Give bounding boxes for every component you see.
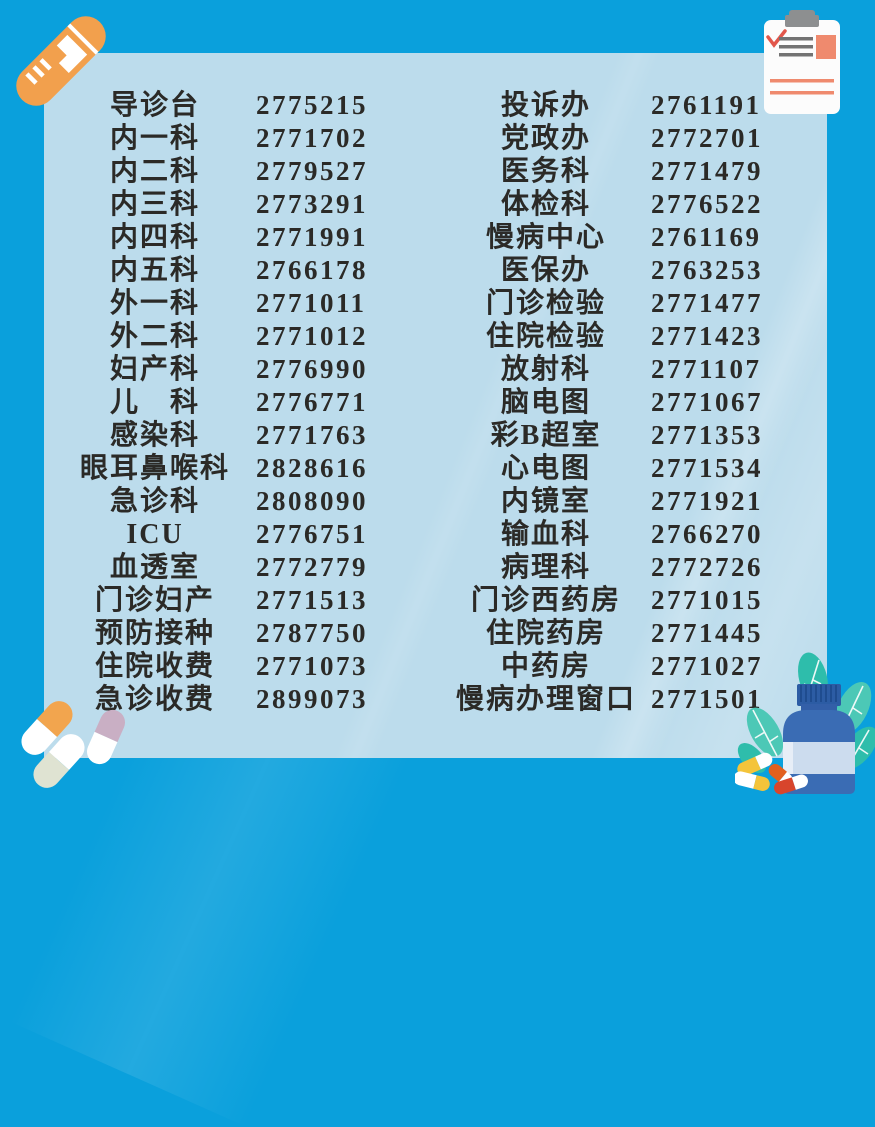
phone-number-left: 2779527 xyxy=(256,156,368,186)
column-gap xyxy=(406,122,441,155)
department-name-right: 医务科 xyxy=(500,156,591,187)
phone-number-right: 2771477 xyxy=(651,288,763,318)
department-name-left: 内一科 xyxy=(109,123,200,154)
department-name-right: 门诊检验 xyxy=(485,288,606,319)
department-name-left: 急诊收费 xyxy=(94,684,215,715)
phone-number-right: 2771479 xyxy=(651,156,763,186)
department-name-left: 预防接种 xyxy=(94,618,215,649)
phone-number-right: 2761169 xyxy=(651,222,762,252)
department-name-left: 内四科 xyxy=(109,222,200,253)
department-name-right: 心电图 xyxy=(500,453,591,484)
department-name-left: 妇产科 xyxy=(109,354,200,385)
department-name-left: 感染科 xyxy=(109,420,200,451)
department-name-right: 医保办 xyxy=(500,255,591,286)
phone-number-left: 2776751 xyxy=(256,519,368,549)
phone-number-left: 2766178 xyxy=(256,255,368,285)
phone-number-left: 2771073 xyxy=(256,651,368,681)
department-name-left: 眼耳鼻喉科 xyxy=(79,453,230,484)
column-gap xyxy=(406,518,441,551)
phone-number-right: 2771501 xyxy=(651,684,763,714)
department-name-left: 内三科 xyxy=(109,189,200,220)
column-gap xyxy=(406,287,441,320)
department-name-left: 急诊科 xyxy=(109,486,200,517)
phone-number-left: 2771702 xyxy=(256,123,368,153)
department-name-right: 住院检验 xyxy=(485,321,606,352)
phone-number-right: 2772701 xyxy=(651,123,763,153)
department-name-right: 投诉办 xyxy=(500,90,591,121)
column-gap xyxy=(406,617,441,650)
column-gap xyxy=(406,452,441,485)
department-name-right: 脑电图 xyxy=(500,387,591,418)
phone-number-left: 2771991 xyxy=(256,222,368,252)
department-name-right: 病理科 xyxy=(500,552,591,583)
department-name-left: 血透室 xyxy=(109,552,200,583)
phone-number-left: 2828616 xyxy=(256,453,368,483)
department-name-right: 内镜室 xyxy=(500,486,591,517)
department-name-left: ICU xyxy=(126,519,184,550)
phone-number-right: 2771015 xyxy=(651,585,763,615)
phone-number-right: 2761191 xyxy=(651,90,762,120)
phone-number-right: 2771027 xyxy=(651,651,763,681)
phone-number-right: 2776522 xyxy=(651,189,763,219)
phone-number-right: 2771921 xyxy=(651,486,763,516)
phone-number-left: 2772779 xyxy=(256,552,368,582)
department-name-left: 内五科 xyxy=(109,255,200,286)
department-name-right: 体检科 xyxy=(500,189,591,220)
department-name-left: 内二科 xyxy=(109,156,200,187)
department-name-right: 慢病中心 xyxy=(485,222,606,253)
column-gap xyxy=(406,89,441,122)
department-name-left: 儿 科 xyxy=(109,387,200,418)
phone-number-right: 2771423 xyxy=(651,321,763,351)
column-gap xyxy=(406,386,441,419)
column-gap xyxy=(406,650,441,683)
department-name-right: 党政办 xyxy=(500,123,591,154)
phone-number-left: 2808090 xyxy=(256,486,368,516)
department-name-left: 门诊妇产 xyxy=(94,585,215,616)
department-name-right: 住院药房 xyxy=(485,618,606,649)
department-name-left: 外一科 xyxy=(109,288,200,319)
column-gap xyxy=(406,353,441,386)
phone-number-right: 2766270 xyxy=(651,519,763,549)
department-name-left: 导诊台 xyxy=(109,90,200,121)
phone-number-right: 2771445 xyxy=(651,618,763,648)
column-gap xyxy=(406,221,441,254)
department-name-right: 门诊西药房 xyxy=(470,585,621,616)
department-name-left: 外二科 xyxy=(109,321,200,352)
column-gap xyxy=(406,320,441,353)
phone-number-right: 2771353 xyxy=(651,420,763,450)
phone-number-left: 2787750 xyxy=(256,618,368,648)
column-gap xyxy=(406,254,441,287)
directory-panel: 导诊台 2775215 投诉办 2761191 内一科 2771702 党政办 2772701… xyxy=(44,53,827,758)
department-name-right: 输血科 xyxy=(500,519,591,550)
column-gap xyxy=(406,419,441,452)
column-gap xyxy=(406,485,441,518)
phone-number-right: 2771534 xyxy=(651,453,763,483)
column-gap xyxy=(406,683,441,716)
phone-directory-table: 导诊台 2775215 投诉办 2761191 内一科 2771702 党政办 2772701… xyxy=(54,89,817,716)
phone-number-right: 2772726 xyxy=(651,552,763,582)
phone-number-left: 2899073 xyxy=(256,684,368,714)
department-name-right: 慢病办理窗口 xyxy=(455,684,636,715)
department-name-right: 彩B超室 xyxy=(490,420,602,451)
phone-number-left: 2776990 xyxy=(256,354,368,384)
phone-number-left: 2771513 xyxy=(256,585,368,615)
department-name-right: 放射科 xyxy=(500,354,591,385)
column-gap xyxy=(406,155,441,188)
phone-number-left: 2771012 xyxy=(256,321,368,351)
phone-number-left: 2773291 xyxy=(256,189,368,219)
phone-number-right: 2771067 xyxy=(651,387,763,417)
phone-number-left: 2771011 xyxy=(256,288,367,318)
department-name-right: 中药房 xyxy=(500,651,591,682)
column-gap xyxy=(406,584,441,617)
phone-number-left: 2771763 xyxy=(256,420,368,450)
column-gap xyxy=(406,188,441,221)
phone-number-right: 2763253 xyxy=(651,255,763,285)
department-name-left: 住院收费 xyxy=(94,651,215,682)
phone-number-right: 2771107 xyxy=(651,354,762,384)
phone-number-left: 2776771 xyxy=(256,387,368,417)
column-gap xyxy=(406,551,441,584)
phone-number-left: 2775215 xyxy=(256,90,368,120)
